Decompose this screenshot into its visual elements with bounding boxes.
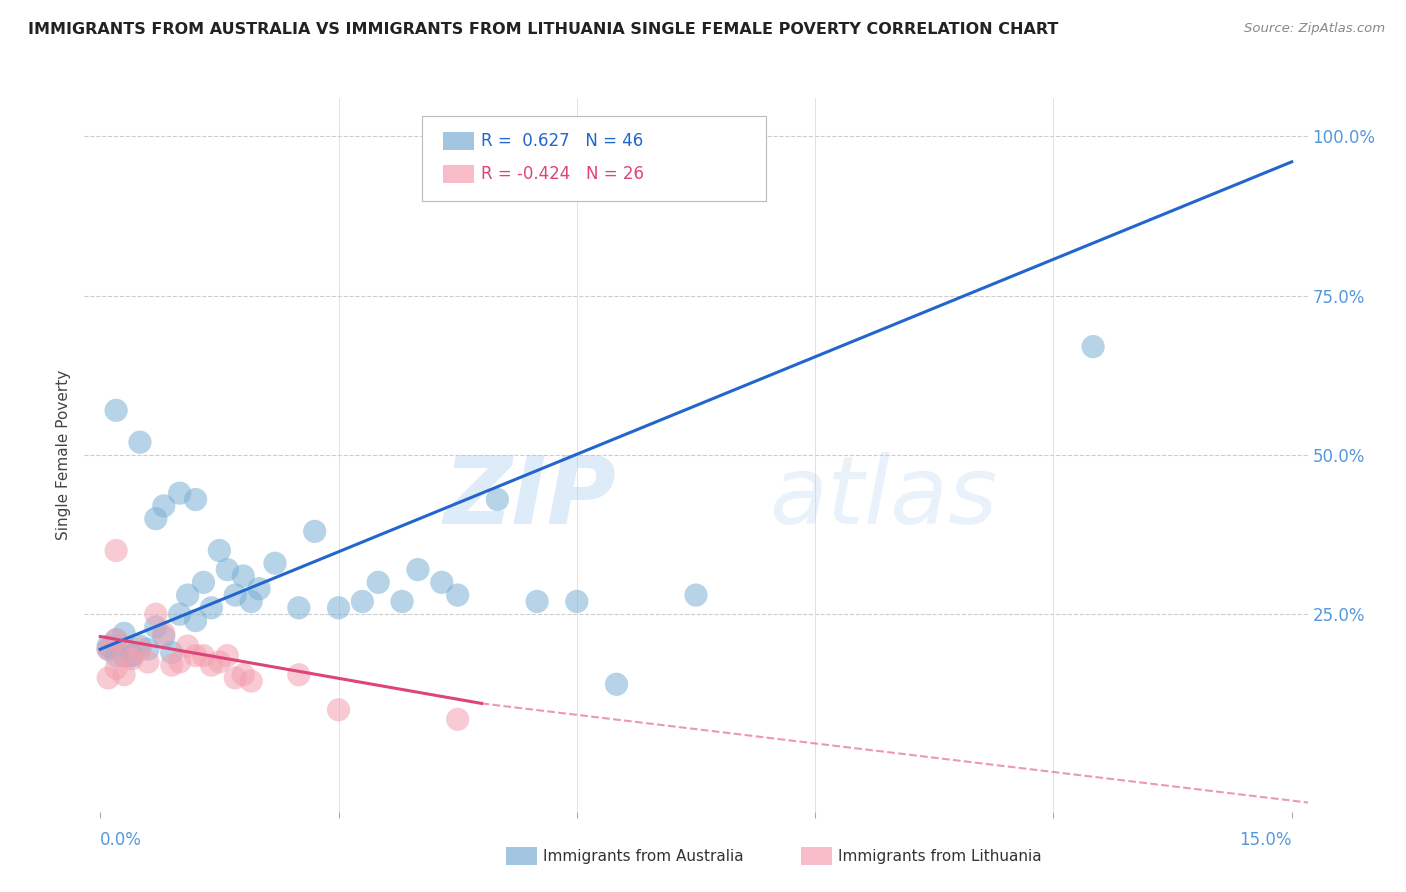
Point: [105, 543, 128, 558]
Point: [193, 575, 215, 590]
Point: [526, 594, 548, 608]
Point: [200, 658, 222, 673]
Text: Immigrants from Lithuania: Immigrants from Lithuania: [838, 849, 1042, 863]
Point: [112, 667, 135, 681]
Point: [121, 652, 143, 666]
Point: [184, 492, 207, 507]
Text: ZIP: ZIP: [443, 451, 616, 544]
Point: [160, 658, 183, 673]
Point: [169, 486, 191, 500]
Y-axis label: Single Female Poverty: Single Female Poverty: [56, 370, 72, 540]
Point: [97, 639, 120, 653]
Point: [232, 569, 254, 583]
Point: [200, 600, 222, 615]
Text: atlas: atlas: [769, 452, 998, 543]
Point: [288, 667, 311, 681]
Point: [129, 435, 152, 450]
Point: [406, 563, 429, 577]
Point: [184, 614, 207, 628]
Point: [328, 703, 350, 717]
Point: [184, 648, 207, 663]
Point: [447, 588, 470, 602]
Point: [224, 588, 246, 602]
Point: [430, 575, 453, 590]
Point: [217, 648, 239, 663]
Point: [208, 655, 231, 669]
Point: [391, 594, 413, 608]
Point: [136, 655, 159, 669]
Text: 15.0%: 15.0%: [1239, 830, 1292, 849]
Point: [169, 607, 191, 622]
Point: [97, 642, 120, 657]
Point: [232, 667, 254, 681]
Point: [169, 655, 191, 669]
Point: [152, 630, 174, 644]
Point: [217, 563, 239, 577]
Point: [97, 642, 120, 657]
Text: IMMIGRANTS FROM AUSTRALIA VS IMMIGRANTS FROM LITHUANIA SINGLE FEMALE POVERTY COR: IMMIGRANTS FROM AUSTRALIA VS IMMIGRANTS …: [28, 22, 1059, 37]
Point: [328, 600, 350, 615]
Point: [304, 524, 326, 539]
Point: [264, 556, 287, 570]
Point: [105, 632, 128, 647]
Point: [105, 648, 128, 663]
Point: [224, 671, 246, 685]
Point: [145, 620, 167, 634]
Point: [121, 648, 143, 663]
Point: [145, 511, 167, 525]
Text: R = -0.424   N = 26: R = -0.424 N = 26: [481, 165, 644, 183]
Point: [176, 639, 198, 653]
Point: [129, 639, 152, 653]
Text: 0.0%: 0.0%: [100, 830, 142, 849]
Point: [136, 642, 159, 657]
Point: [97, 671, 120, 685]
Point: [105, 403, 128, 417]
Text: R =  0.627   N = 46: R = 0.627 N = 46: [481, 132, 643, 150]
Point: [105, 661, 128, 675]
Point: [129, 642, 152, 657]
Point: [240, 674, 263, 689]
Point: [145, 607, 167, 622]
Point: [486, 492, 509, 507]
Point: [288, 600, 311, 615]
Point: [367, 575, 389, 590]
Point: [352, 594, 374, 608]
Point: [105, 632, 128, 647]
Point: [240, 594, 263, 608]
Point: [176, 588, 198, 602]
Point: [247, 582, 270, 596]
Point: [606, 677, 628, 691]
Point: [685, 588, 707, 602]
Point: [447, 712, 470, 726]
Point: [112, 648, 135, 663]
Point: [152, 499, 174, 513]
Point: [160, 645, 183, 659]
Point: [121, 648, 143, 663]
Point: [112, 648, 135, 663]
Point: [152, 626, 174, 640]
Point: [208, 543, 231, 558]
Text: Source: ZipAtlas.com: Source: ZipAtlas.com: [1244, 22, 1385, 36]
Text: Immigrants from Australia: Immigrants from Australia: [543, 849, 744, 863]
Point: [112, 626, 135, 640]
Point: [1081, 340, 1104, 354]
Point: [193, 648, 215, 663]
Point: [565, 594, 588, 608]
